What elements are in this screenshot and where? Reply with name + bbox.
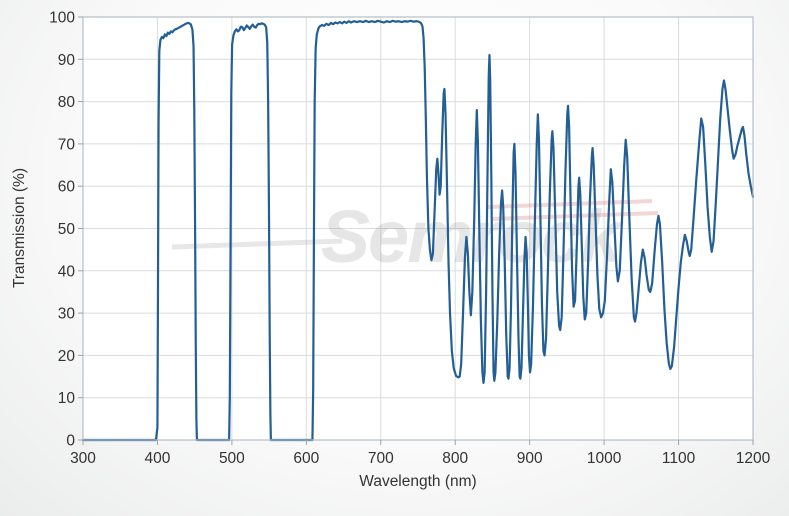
y-tick-label: 60 — [58, 179, 76, 196]
y-tick-label: 20 — [58, 348, 76, 365]
y-tick-label: 100 — [49, 10, 75, 27]
y-tick-label: 80 — [58, 94, 76, 111]
x-tick-label: 300 — [70, 450, 96, 467]
x-tick-label: 700 — [368, 450, 394, 467]
x-axis-title: Wavelength (nm) — [359, 473, 476, 490]
axis-layer: 0 10 20 30 40 50 60 70 80 90 100 300 400 500 600 700 800… — [49, 10, 770, 468]
watermark-swoosh-red-2 — [491, 211, 659, 221]
x-tick-label: 800 — [442, 450, 468, 467]
series-layer — [81, 19, 755, 442]
y-tick-label: 90 — [58, 52, 76, 69]
x-tick-label: 1200 — [736, 450, 771, 467]
y-axis-title: Transmission (%) — [11, 168, 28, 288]
y-tick-label: 30 — [58, 306, 76, 323]
y-tick-label: 0 — [66, 433, 75, 450]
y-tick-label: 10 — [58, 390, 76, 407]
x-tick-label: 500 — [219, 450, 245, 467]
x-tick-label: 1000 — [587, 450, 622, 467]
x-tick-label: 600 — [293, 450, 319, 467]
x-tick-label: 900 — [517, 450, 543, 467]
x-tick-label: 1100 — [662, 450, 696, 467]
x-tick-label: 400 — [145, 450, 171, 467]
y-tick-label: 40 — [58, 263, 76, 280]
y-tick-label: 50 — [58, 221, 76, 238]
series-transmission-curve — [81, 19, 755, 442]
y-tick-label: 70 — [58, 136, 76, 153]
